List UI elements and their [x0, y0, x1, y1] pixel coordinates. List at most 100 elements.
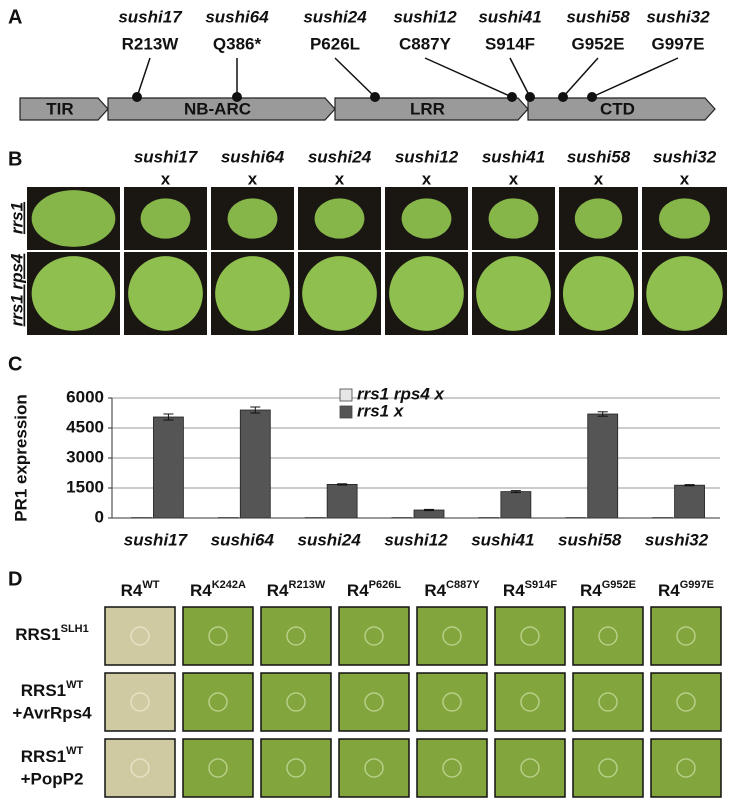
leaf-photo: [338, 738, 410, 798]
error-bar: [163, 413, 174, 421]
legend-swatch: [339, 388, 353, 402]
plant-rosette: [227, 198, 278, 239]
error-bar: [684, 484, 695, 487]
column-label-base: R4: [658, 581, 680, 600]
plant-rosette: [562, 256, 635, 331]
infiltration-ring: [208, 692, 228, 712]
bar: [153, 416, 184, 519]
infiltration-ring: [676, 758, 696, 778]
error-bar: [424, 508, 434, 512]
x-tick-label: sushi41: [471, 530, 534, 549]
column-label: R4C887Y: [424, 579, 480, 601]
column-label-sup: S914F: [525, 579, 558, 591]
column-label-sup: P626L: [369, 579, 402, 591]
row-label: RRS1WT: [21, 745, 84, 767]
column-label: R4WT: [121, 579, 160, 601]
domain-label: TIR: [46, 99, 73, 118]
allele-name: sushi12: [393, 7, 457, 26]
allele-name: sushi24: [303, 7, 367, 26]
column-label: R4S914F: [503, 579, 557, 601]
leaf-photo: [650, 738, 722, 798]
cross-symbol: x: [335, 169, 345, 188]
leaf-photo: [494, 738, 566, 798]
leaf-photo: [260, 606, 332, 666]
infiltration-ring: [676, 626, 696, 646]
allele-name: sushi32: [646, 7, 710, 26]
cross-allele: sushi17: [134, 147, 199, 166]
x-tick-label: sushi24: [297, 530, 361, 549]
x-tick-label: sushi17: [124, 530, 189, 549]
column-label: R4K242A: [190, 579, 246, 601]
leaf-photo: [260, 738, 332, 798]
plant-rosette: [31, 256, 116, 331]
mutation-dot: [507, 92, 517, 102]
row-label-sup: WT: [66, 679, 83, 691]
mutation: S914F: [485, 34, 535, 53]
allele-name: sushi58: [566, 7, 630, 26]
plant-rosette: [488, 198, 539, 239]
x-tick-label: sushi32: [645, 530, 709, 549]
error-bar: [510, 490, 521, 494]
column-label: R4G952E: [580, 579, 636, 601]
mutation: Q386*: [213, 34, 262, 53]
cross-allele: sushi12: [395, 147, 459, 166]
leaf-photo: [416, 672, 488, 732]
plant-rosette: [31, 190, 116, 247]
column-label-base: R4: [267, 581, 289, 600]
bar: [239, 409, 271, 519]
infiltration-ring: [442, 692, 462, 712]
connector: [424, 57, 513, 98]
plant-rosette: [574, 198, 623, 239]
error-bar: [597, 411, 608, 417]
column-label-base: R4: [424, 581, 446, 600]
plant-rosette: [302, 256, 377, 331]
column-label-sup: K242A: [212, 579, 246, 591]
allele-name: sushi17: [118, 7, 183, 26]
domain-label: CTD: [600, 99, 635, 118]
column-label-sup: G952E: [602, 579, 636, 591]
row-label-sup: WT: [66, 745, 83, 757]
leaf-photo: [650, 606, 722, 666]
cross-symbol: x: [161, 169, 171, 188]
cross-allele: sushi41: [482, 147, 545, 166]
infiltration-ring: [208, 626, 228, 646]
y-tick-label: 4500: [66, 417, 104, 436]
mutation-dot: [370, 92, 380, 102]
bar: [674, 484, 705, 519]
connector: [562, 57, 599, 98]
cross-allele: sushi64: [221, 147, 285, 166]
infiltration-ring: [130, 758, 150, 778]
leaf-photo: [416, 738, 488, 798]
mutation-dot: [587, 92, 597, 102]
bar: [326, 483, 358, 519]
row-label-extra: +PopP2: [21, 769, 84, 788]
legend-label: rrs1 rps4 x: [357, 384, 445, 403]
leaf-photo: [104, 606, 176, 666]
infiltration-ring: [520, 758, 540, 778]
plant-rosette: [128, 256, 203, 331]
column-label-base: R4: [121, 581, 143, 600]
column-label-base: R4: [347, 581, 369, 600]
infiltration-ring: [598, 758, 618, 778]
panel-letter: C: [8, 353, 22, 375]
bar: [500, 491, 532, 519]
leaf-photo: [338, 672, 410, 732]
row-label-extra: +AvrRps4: [12, 703, 92, 722]
domain-shape: [107, 97, 336, 121]
row-label-base: RRS1: [15, 625, 60, 644]
leaf-photo: [338, 606, 410, 666]
leaf-photo: [182, 738, 254, 798]
row-label-sup: SLH1: [61, 623, 89, 635]
row-label: rrs1: [7, 202, 26, 234]
column-label-sup: C887Y: [446, 579, 480, 591]
leaf-photo: [494, 606, 566, 666]
error-bar: [337, 483, 348, 486]
cross-symbol: x: [594, 169, 604, 188]
mutation: C887Y: [399, 34, 452, 53]
plant-rosette: [389, 256, 464, 331]
domain-shape: [19, 97, 109, 121]
mutation-dot: [132, 92, 142, 102]
column-label-sup: WT: [142, 579, 159, 591]
allele-name: sushi64: [205, 7, 269, 26]
